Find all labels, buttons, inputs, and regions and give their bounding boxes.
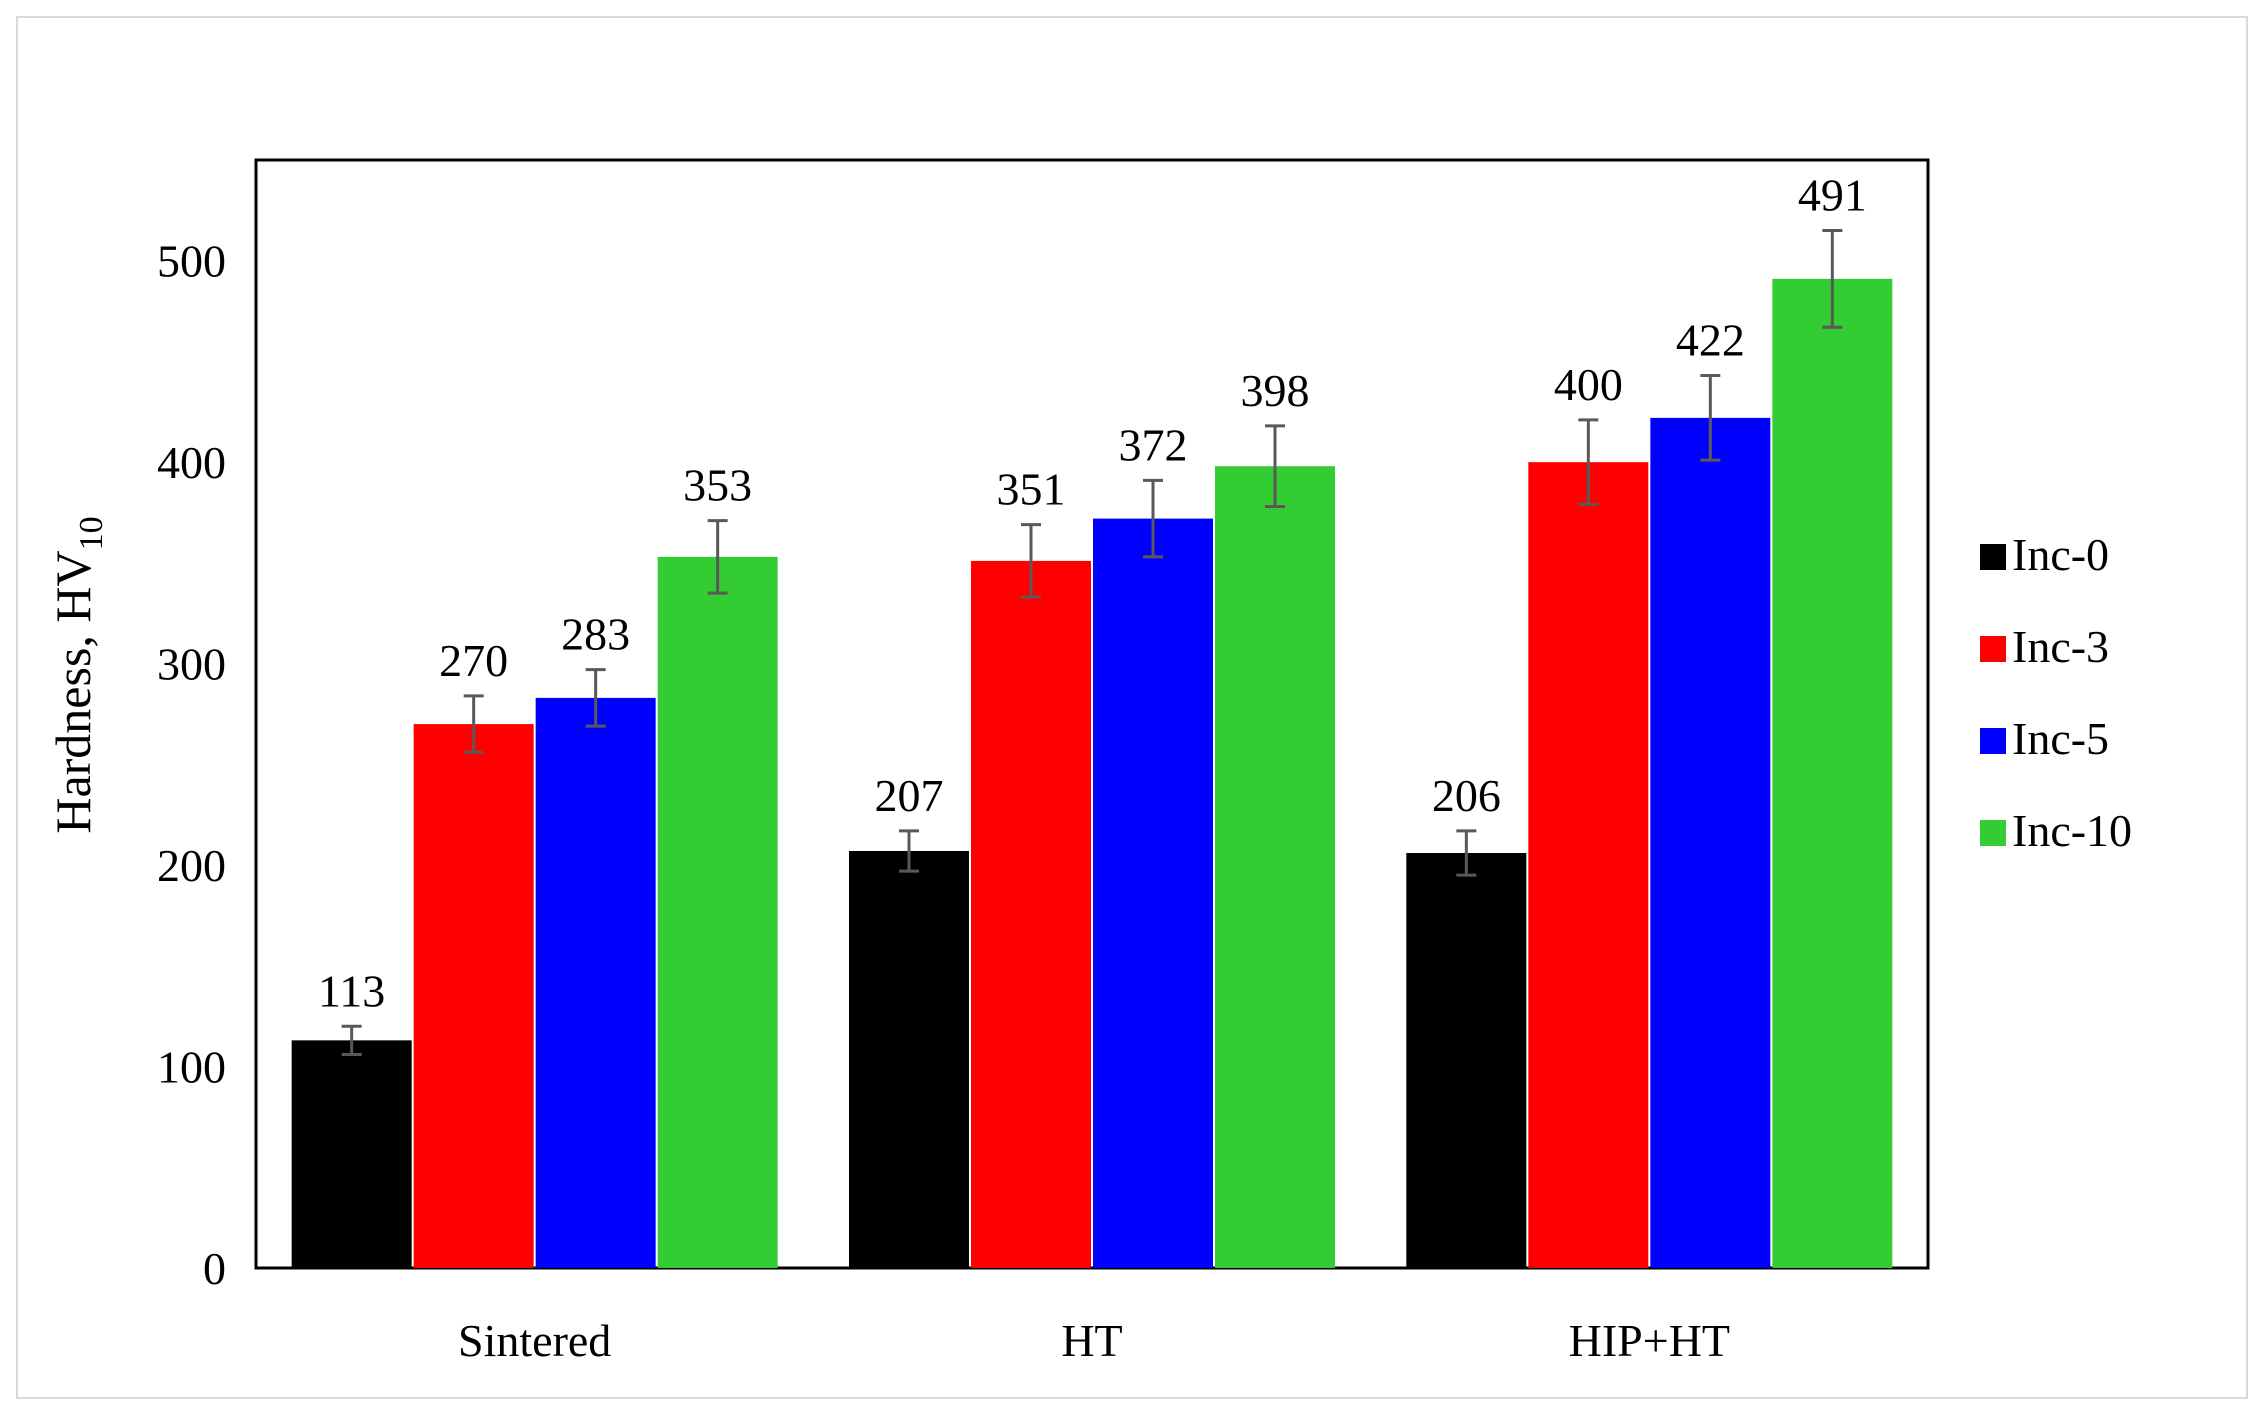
legend-swatch <box>1980 728 2006 754</box>
error-bars-group <box>341 229 1843 1056</box>
error-bar <box>585 668 606 728</box>
legend-item-inc-10: Inc-10 <box>1980 805 2132 856</box>
y-axis-title-subscript: 10 <box>73 516 110 550</box>
legend: Inc-0 Inc-3 Inc-5 Inc-10 <box>1980 529 2132 856</box>
legend-label: Inc-3 <box>2012 621 2109 672</box>
error-bar <box>707 519 728 595</box>
y-axis-title-main: Hardness, HV <box>45 550 101 833</box>
legend-label: Inc-0 <box>2012 529 2109 580</box>
data-labels-group: 113 270 283 353 207 351 372 398 206 400 422 491 <box>318 170 1867 1017</box>
bar-inc-3-ht <box>971 560 1091 1268</box>
legend-item-inc-0: Inc-0 <box>1980 529 2109 580</box>
error-bar <box>1143 478 1163 559</box>
y-axis-title: Hardness, HV10 <box>45 516 110 833</box>
data-label: 372 <box>1119 419 1188 470</box>
legend-label: Inc-10 <box>2012 805 2132 856</box>
data-label: 207 <box>875 770 944 821</box>
error-bar <box>1700 374 1721 462</box>
y-tick-label: 500 <box>157 236 226 287</box>
legend-swatch <box>1980 636 2006 662</box>
bars-group <box>291 278 1893 1269</box>
error-bar <box>1456 829 1477 877</box>
plot-frame <box>254 158 1930 1270</box>
bar-inc-0-ht <box>849 850 969 1268</box>
plot-area <box>254 158 1930 1270</box>
y-tick-label: 300 <box>157 639 226 690</box>
legend-item-inc-5: Inc-5 <box>1980 713 2109 764</box>
data-label: 400 <box>1554 359 1623 410</box>
bar-inc-0-hip-ht <box>1406 853 1527 1268</box>
legend-swatch <box>1980 544 2006 570</box>
legend-swatch <box>1980 820 2006 846</box>
bar-inc-10-ht <box>1215 466 1335 1268</box>
error-bar <box>341 1024 362 1056</box>
data-label: 353 <box>683 460 752 511</box>
error-bar <box>899 829 919 873</box>
bar-inc-10-hip-ht <box>1772 278 1893 1269</box>
x-tick-label: HT <box>1061 1315 1122 1366</box>
data-label: 351 <box>997 464 1066 515</box>
error-bar <box>463 694 484 754</box>
legend-item-inc-3: Inc-3 <box>1980 621 2109 672</box>
error-bar <box>1578 418 1599 506</box>
legend-label: Inc-5 <box>2012 713 2109 764</box>
x-axis-ticks: Sintered HT HIP+HT <box>458 1315 1730 1366</box>
y-tick-label: 400 <box>157 437 226 488</box>
data-label: 422 <box>1676 315 1745 366</box>
bar-inc-5-hip-ht <box>1650 417 1771 1268</box>
data-label: 113 <box>318 965 385 1016</box>
error-bar <box>1822 229 1843 329</box>
error-bar <box>1265 424 1285 509</box>
data-label: 270 <box>439 635 508 686</box>
bar-inc-3-hip-ht <box>1528 462 1649 1268</box>
x-tick-label: Sintered <box>458 1315 611 1366</box>
y-tick-label: 0 <box>203 1243 226 1294</box>
data-label: 398 <box>1241 365 1310 416</box>
y-tick-label: 100 <box>157 1042 226 1093</box>
error-bar <box>1021 523 1041 599</box>
bar-inc-10-sintered <box>657 556 778 1268</box>
y-axis-ticks: 0 100 200 300 400 500 <box>157 236 226 1294</box>
data-label: 206 <box>1432 770 1501 821</box>
y-tick-label: 200 <box>157 840 226 891</box>
bar-inc-3-sintered <box>413 724 534 1268</box>
bar-inc-5-ht <box>1093 518 1213 1268</box>
data-label: 283 <box>561 609 630 660</box>
bar-inc-5-sintered <box>535 697 656 1268</box>
data-label: 491 <box>1798 170 1867 221</box>
x-tick-label: HIP+HT <box>1569 1315 1730 1366</box>
bar-inc-0-sintered <box>291 1040 412 1268</box>
